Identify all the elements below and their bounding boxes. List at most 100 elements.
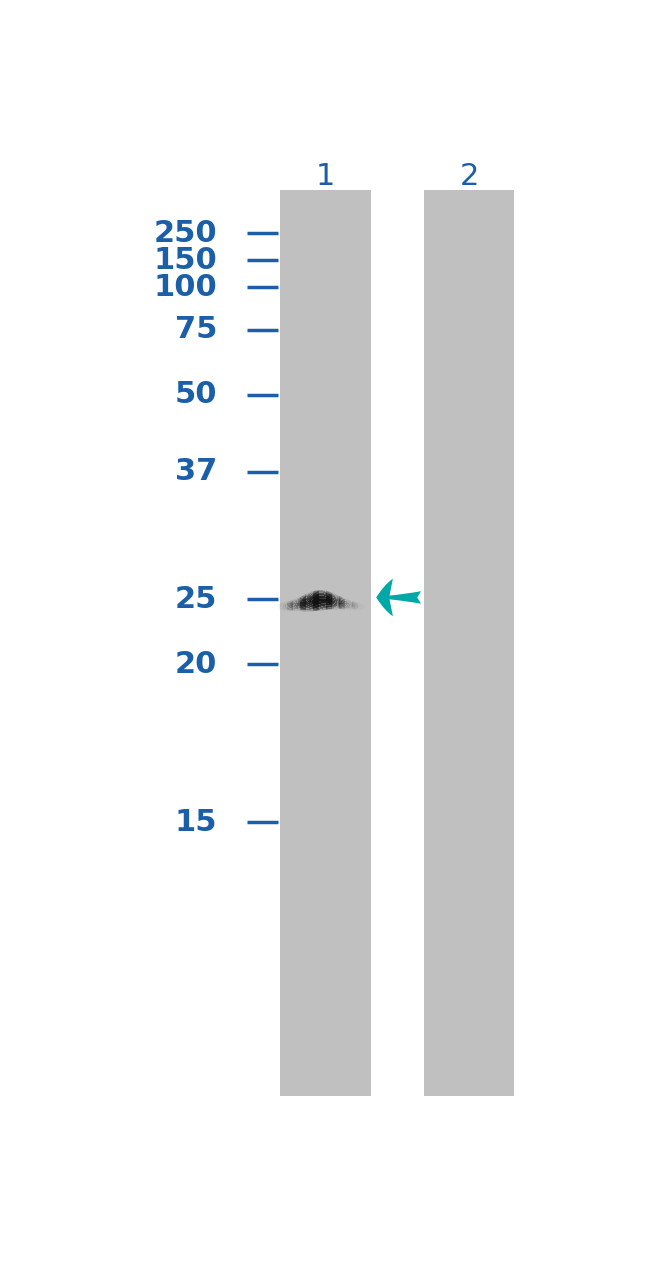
Bar	[317, 596, 319, 597]
Bar	[320, 591, 321, 592]
Bar	[317, 601, 318, 602]
Bar	[320, 593, 321, 594]
Bar	[317, 598, 318, 599]
Bar	[317, 591, 318, 592]
Bar	[320, 597, 321, 598]
Bar	[318, 603, 320, 605]
Bar	[317, 593, 318, 594]
Bar	[320, 592, 321, 593]
Bar	[317, 597, 318, 598]
Bar	[318, 608, 320, 610]
Bar	[320, 594, 322, 596]
Bar	[317, 607, 319, 608]
Bar	[320, 597, 322, 598]
Bar	[317, 607, 318, 608]
Bar	[320, 591, 321, 592]
Bar	[320, 608, 321, 610]
Text: 37: 37	[175, 457, 217, 486]
Bar	[317, 599, 318, 601]
Bar	[320, 596, 321, 597]
Bar	[322, 593, 323, 594]
Bar	[322, 592, 323, 593]
Bar	[322, 608, 323, 610]
Bar	[317, 598, 319, 599]
Bar	[317, 602, 319, 603]
Bar	[320, 603, 321, 605]
Bar	[317, 596, 318, 597]
Bar	[317, 591, 319, 592]
Bar	[317, 603, 318, 605]
Bar	[315, 598, 317, 599]
Bar	[318, 606, 320, 607]
Bar	[322, 592, 323, 593]
Bar	[320, 593, 321, 594]
Bar	[315, 608, 317, 610]
Bar	[317, 602, 318, 603]
Bar	[315, 608, 317, 610]
Text: 75: 75	[175, 315, 217, 344]
Bar	[320, 591, 322, 592]
Bar	[317, 592, 318, 593]
Bar	[315, 591, 317, 592]
Bar	[320, 602, 322, 603]
Bar	[315, 592, 317, 593]
Bar	[317, 606, 318, 607]
Bar	[322, 602, 323, 603]
Bar	[315, 593, 317, 594]
Bar	[322, 597, 323, 598]
Bar	[315, 598, 317, 599]
Bar	[318, 591, 320, 592]
Bar	[322, 606, 323, 607]
Text: 50: 50	[175, 381, 217, 409]
Bar	[320, 608, 322, 610]
Bar	[318, 610, 320, 611]
Bar	[315, 596, 317, 597]
Bar	[317, 603, 319, 605]
Bar	[320, 610, 322, 611]
Bar	[320, 594, 321, 596]
Bar	[320, 598, 322, 599]
Bar	[320, 597, 321, 598]
Bar	[322, 603, 323, 605]
Bar	[320, 599, 321, 601]
Bar	[320, 596, 322, 597]
Text: 100: 100	[153, 273, 217, 302]
Bar	[318, 593, 320, 594]
Bar	[320, 602, 322, 603]
Bar	[317, 594, 318, 596]
Bar	[322, 599, 323, 601]
Bar	[320, 601, 321, 602]
Text: 2: 2	[460, 163, 479, 192]
Bar	[320, 605, 322, 607]
Bar	[317, 610, 318, 611]
Bar	[317, 608, 318, 610]
Bar	[280, 189, 371, 1096]
Bar	[320, 603, 322, 605]
Bar	[322, 605, 323, 606]
Bar	[315, 605, 317, 606]
Bar	[320, 599, 321, 601]
Bar	[320, 606, 321, 607]
Bar	[322, 599, 323, 601]
Bar	[318, 601, 320, 602]
Bar	[322, 594, 323, 596]
Bar	[322, 610, 323, 611]
Bar	[318, 596, 320, 597]
Bar	[317, 594, 319, 596]
Bar	[317, 602, 319, 603]
Bar	[315, 596, 317, 597]
Bar	[322, 593, 323, 594]
Bar	[320, 598, 322, 599]
Bar	[317, 599, 319, 601]
Bar	[317, 589, 319, 591]
Bar	[322, 608, 323, 610]
Bar	[315, 594, 317, 596]
Bar	[318, 594, 320, 596]
Bar	[320, 593, 322, 594]
Bar	[322, 603, 323, 605]
Bar	[317, 597, 319, 598]
Bar	[318, 602, 320, 603]
Bar	[315, 603, 317, 605]
Bar	[320, 591, 322, 592]
Bar	[317, 605, 318, 606]
